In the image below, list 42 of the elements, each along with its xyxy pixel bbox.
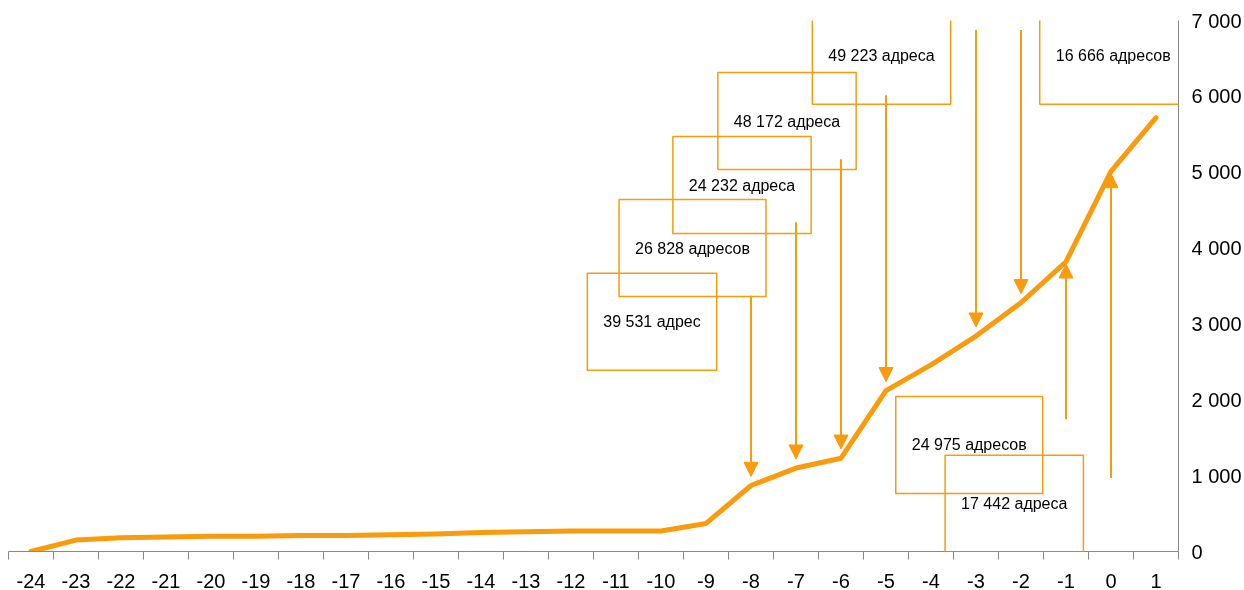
x-tick-label: 1 xyxy=(1150,569,1162,590)
x-tick-label: -20 xyxy=(196,569,226,590)
x-tick-label: -23 xyxy=(61,569,91,590)
annotation: 39 531 адрес xyxy=(603,313,701,331)
x-tick-label: -17 xyxy=(331,569,361,590)
x-tick-label: -4 xyxy=(922,569,940,590)
x-tick-label: -19 xyxy=(241,569,271,590)
x-tick-label: -2 xyxy=(1012,569,1030,590)
x-tick-label: -16 xyxy=(376,569,406,590)
annotation: 16 666 адресов xyxy=(1055,47,1171,65)
annotation: 24 232 адреса xyxy=(688,176,796,194)
y-tick-label: 0 xyxy=(1191,540,1203,563)
x-tick-label: -6 xyxy=(832,569,850,590)
x-tick-label: -15 xyxy=(421,569,451,590)
y-tick-label: 7 000 xyxy=(1191,9,1242,32)
x-tick-label: -10 xyxy=(646,569,676,590)
x-tick-label: -1 xyxy=(1057,569,1075,590)
annotation: 26 828 адресов xyxy=(635,239,750,257)
x-tick-label: -14 xyxy=(466,569,496,590)
x-tick-label: -12 xyxy=(556,569,586,590)
annotation: 24 975 адресов xyxy=(911,436,1027,454)
y-tick-label: 4 000 xyxy=(1191,237,1242,260)
x-tick-label: 0 xyxy=(1105,569,1117,590)
x-tick-label: -13 xyxy=(511,569,541,590)
x-tick-label: -21 xyxy=(151,569,181,590)
annotation: 49 223 адреса xyxy=(828,47,935,65)
annotation: 17 442 адреса xyxy=(961,495,1068,513)
x-tick-label: -8 xyxy=(742,569,760,590)
y-tick-label: 2 000 xyxy=(1191,388,1242,411)
y-tick-label: 6 000 xyxy=(1191,85,1242,108)
x-tick-label: -24 xyxy=(16,569,46,590)
x-tick-label: -3 xyxy=(967,569,985,590)
x-tick-label: -5 xyxy=(877,569,895,590)
annotation: 48 172 адреса xyxy=(733,112,841,130)
y-tick-label: 3 000 xyxy=(1191,312,1242,335)
y-tick-label: 5 000 xyxy=(1191,161,1242,184)
x-tick-label: -18 xyxy=(286,569,316,590)
x-tick-label: -7 xyxy=(787,569,805,590)
x-tick-label: -22 xyxy=(106,569,136,590)
x-tick-label: -9 xyxy=(697,569,715,590)
x-tick-label: -11 xyxy=(602,569,630,590)
y-tick-label: 1 000 xyxy=(1191,464,1242,487)
